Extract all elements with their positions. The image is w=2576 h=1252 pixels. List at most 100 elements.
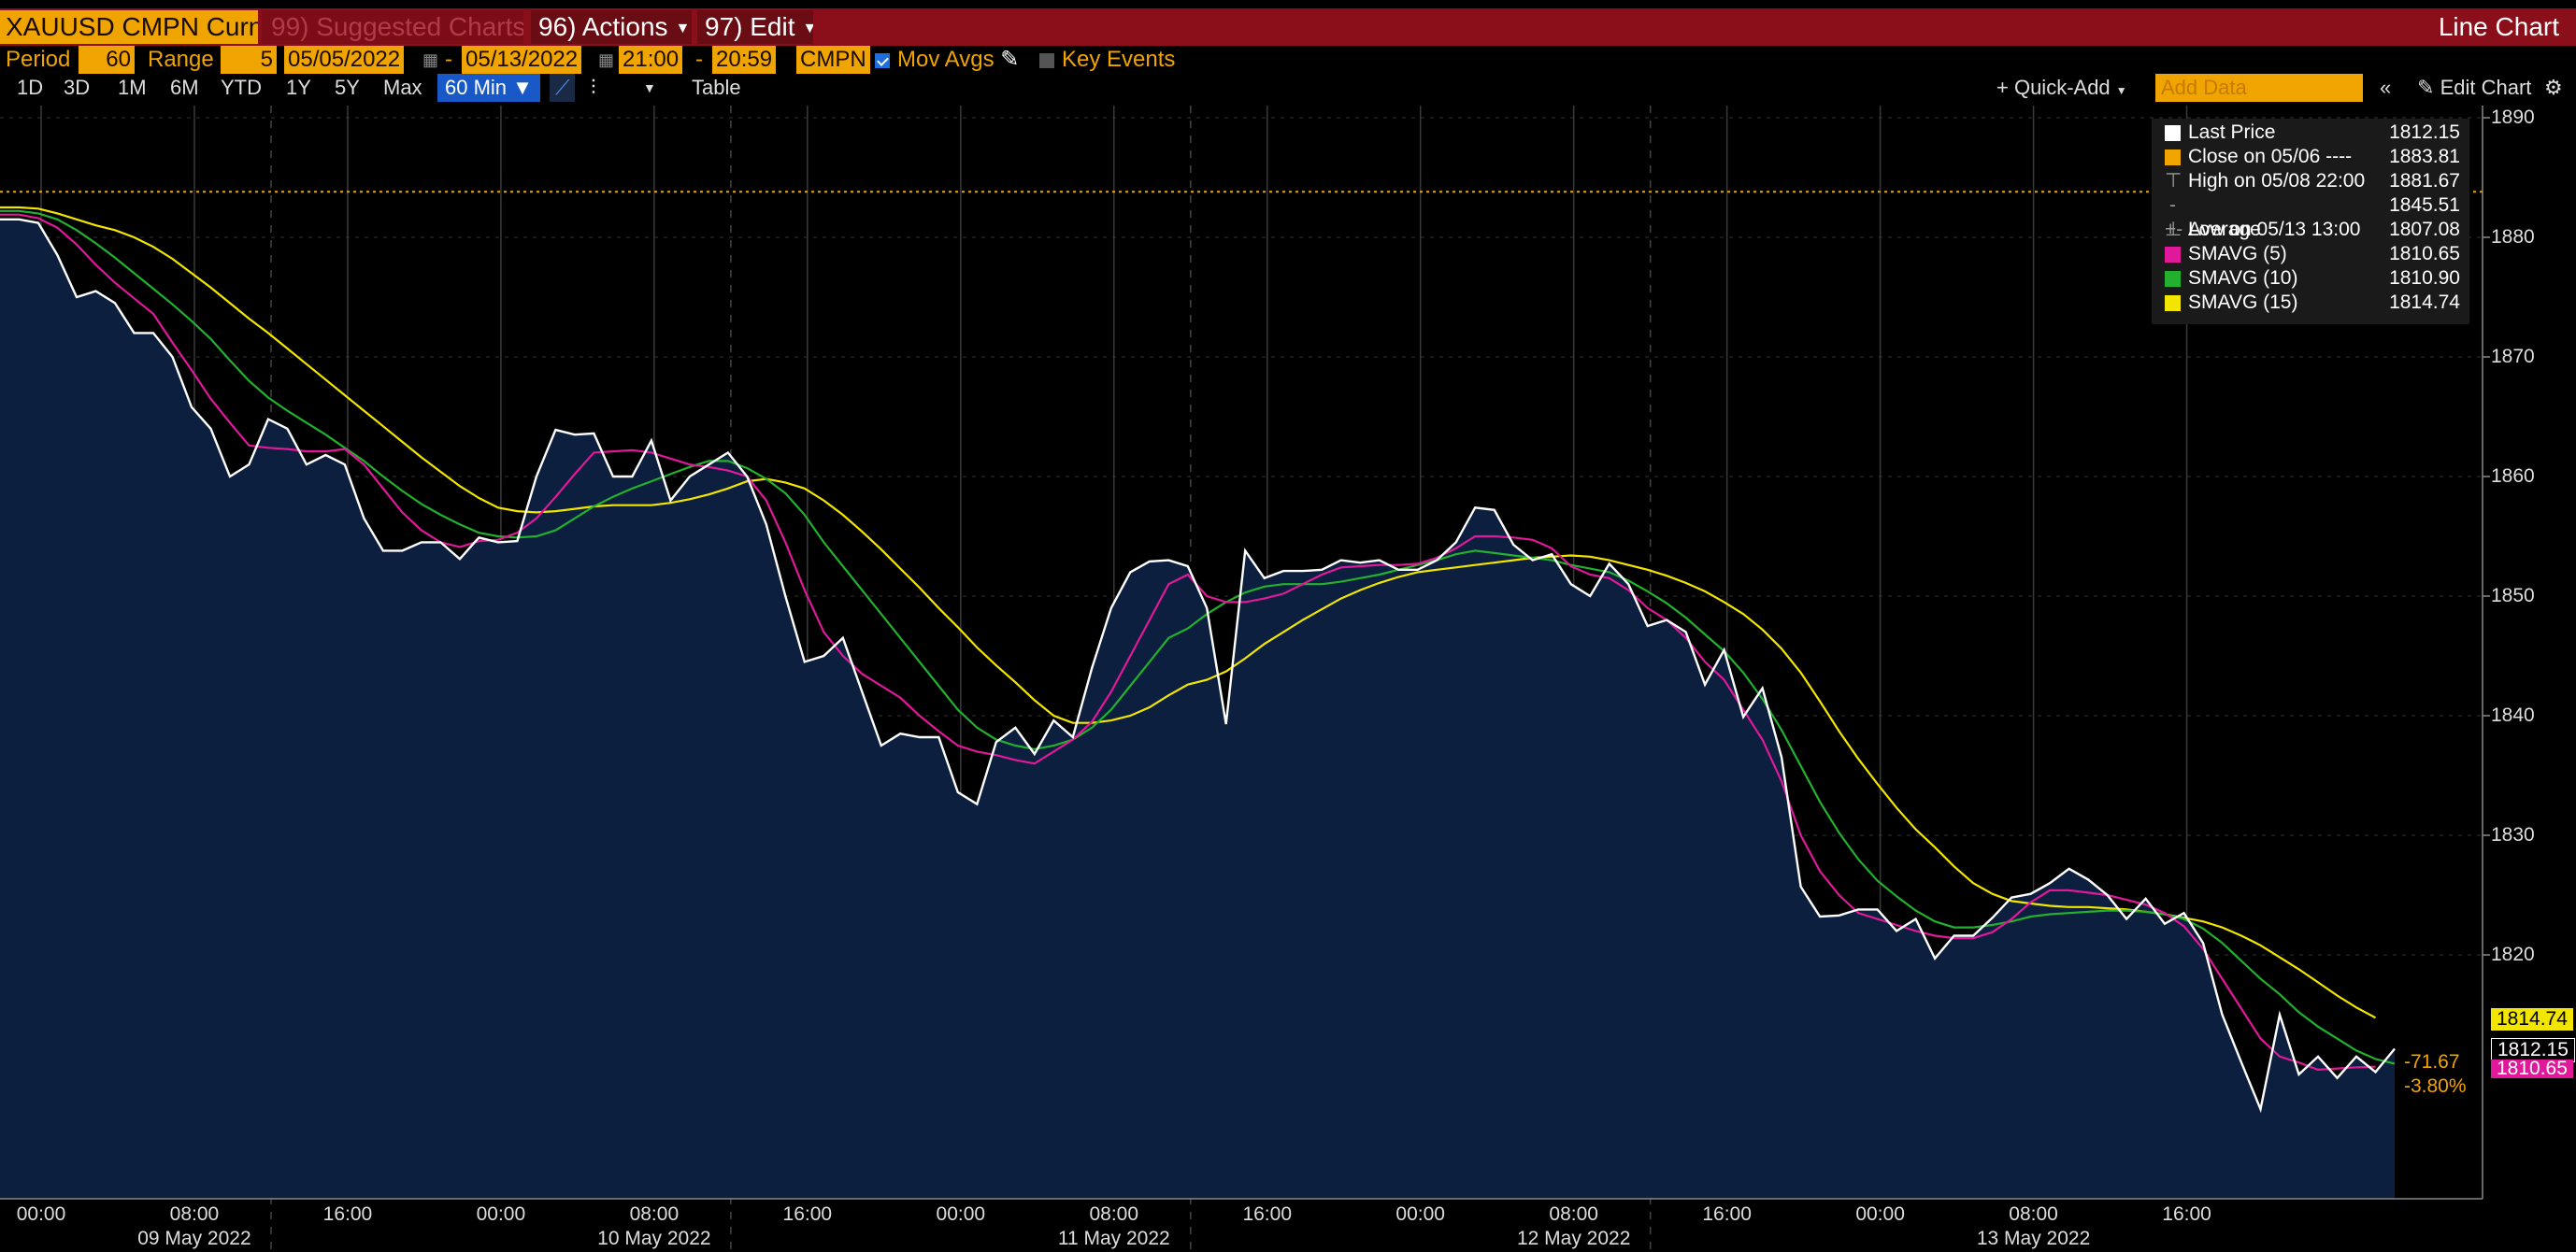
- edit-menu[interactable]: 97) Edit ▼: [697, 10, 813, 44]
- start-time-input[interactable]: 21:00: [619, 46, 683, 74]
- range-label: Range: [148, 47, 214, 72]
- x-tick-label: 00:00: [1855, 1203, 1905, 1225]
- key-events-toggle[interactable]: Key Events: [1039, 46, 1175, 74]
- x-day-label: 12 May 2022: [1516, 1228, 1631, 1249]
- y-tick-label: 1850: [2491, 585, 2535, 606]
- candle-chart-icon[interactable]: ⫶: [591, 76, 596, 99]
- x-tick-label: 08:00: [2009, 1203, 2058, 1225]
- series-line-smavg-10: [0, 209, 2396, 1065]
- range-button-1d[interactable]: 1D: [17, 76, 44, 99]
- x-tick-label: 08:00: [1089, 1203, 1139, 1225]
- x-tick-label: 16:00: [1242, 1203, 1293, 1225]
- add-data-input[interactable]: Add Data: [2155, 74, 2363, 102]
- legend-row-smavg-10[interactable]: SMAVG (10) 1810.90: [2165, 266, 2460, 291]
- line-chart-icon[interactable]: ⟋: [550, 74, 576, 102]
- checkbox-checked-icon: [875, 52, 890, 68]
- legend-value: 1845.51: [2389, 194, 2460, 216]
- source-input[interactable]: CMPN: [796, 46, 870, 74]
- calendar-icon[interactable]: ▦: [422, 50, 439, 69]
- chevron-down-icon: ▼: [675, 20, 691, 36]
- chevron-down-icon[interactable]: ▼: [643, 80, 656, 95]
- legend-row-close[interactable]: Close on 05/06 ---- 1883.81: [2165, 145, 2460, 169]
- y-tick-label: 1860: [2491, 465, 2535, 487]
- end-time-input[interactable]: 20:59: [712, 46, 777, 74]
- x-tick-label: 16:00: [782, 1203, 833, 1225]
- legend-label: SMAVG (10): [2188, 267, 2298, 289]
- range-button-1y[interactable]: 1Y: [286, 76, 311, 99]
- legend-row-high[interactable]: ⊤ High on 05/08 22:00 1881.67: [2165, 169, 2460, 193]
- suggested-charts-button[interactable]: 99) Suggested Charts: [262, 10, 523, 44]
- legend-value: 1812.15: [2389, 121, 2460, 143]
- key-events-label: Key Events: [1062, 47, 1176, 72]
- range-button-max[interactable]: Max: [383, 76, 422, 99]
- series-line-smavg-5: [0, 213, 2376, 1072]
- x-tick-label: 16:00: [2162, 1203, 2211, 1225]
- edit-chart-button[interactable]: ✎ Edit Chart: [2417, 74, 2531, 102]
- legend-value: 1810.90: [2389, 267, 2460, 289]
- time-separator: -: [695, 47, 703, 72]
- range-bar: 1D 3D 1M 6M YTD 1Y 5Y Max 60 Min ▼ ⟋ ⫶ ▼…: [0, 74, 2576, 104]
- ticker-field[interactable]: XAUUSD CMPN Curnc: [0, 10, 258, 44]
- x-day-label: 13 May 2022: [1976, 1228, 2091, 1249]
- calendar-icon[interactable]: ▦: [598, 50, 615, 69]
- legend-label: Low on 05/13 13:00: [2188, 219, 2361, 240]
- interval-label: 60 Min: [445, 76, 508, 99]
- pencil-icon[interactable]: ✎: [1000, 47, 1020, 72]
- series-line-smavg-15: [0, 206, 2377, 1019]
- edit-chart-label: Edit Chart: [2440, 76, 2532, 99]
- legend-label: High on 05/08 22:00: [2188, 170, 2366, 192]
- y-tick-label: 1890: [2491, 107, 2535, 128]
- range-button-ytd[interactable]: YTD: [221, 76, 262, 99]
- start-date-input[interactable]: 05/05/2022: [284, 46, 405, 74]
- collapse-icon[interactable]: «: [2380, 76, 2392, 99]
- change-value: -71.67: [2404, 1051, 2460, 1073]
- end-date-input[interactable]: 05/13/2022: [462, 46, 582, 74]
- actions-menu[interactable]: 96) Actions ▼: [531, 10, 692, 44]
- legend-value: 1881.67: [2389, 170, 2460, 192]
- y-tick-label: 1840: [2491, 704, 2535, 726]
- period-label: Period: [6, 47, 71, 72]
- range-button-5y[interactable]: 5Y: [335, 76, 360, 99]
- triangle-down-icon: ▼: [512, 76, 533, 99]
- y-tick-label: 1820: [2491, 944, 2535, 965]
- chart-toolbar: XAUUSD CMPN Curnc 99) Suggested Charts 9…: [0, 8, 2576, 46]
- add-data-placeholder: Add Data: [2161, 76, 2247, 99]
- range-input[interactable]: 5: [221, 46, 277, 74]
- legend-row-low[interactable]: ⊥ Low on 05/13 13:00 1807.08: [2165, 218, 2460, 242]
- range-button-6m[interactable]: 6M: [170, 76, 199, 99]
- quick-add-button[interactable]: + Quick-Add ▼: [1996, 74, 2127, 102]
- period-input[interactable]: 60: [79, 46, 135, 74]
- actions-label: 96) Actions: [538, 12, 668, 41]
- legend-row-smavg-5[interactable]: SMAVG (5) 1810.65: [2165, 242, 2460, 266]
- legend-swatch: [2165, 149, 2181, 165]
- chevron-down-icon: ▼: [802, 20, 814, 36]
- x-tick-label: 16:00: [322, 1203, 373, 1225]
- y-tick-label: 1830: [2491, 824, 2535, 846]
- quick-add-label: + Quick-Add: [1996, 76, 2111, 99]
- table-button[interactable]: Table: [692, 76, 741, 99]
- legend-value: 1810.65: [2389, 243, 2460, 264]
- legend-row-last-price[interactable]: Last Price 1812.15: [2165, 121, 2460, 145]
- legend-swatch: [2165, 294, 2181, 311]
- checkbox-unchecked-icon: [1039, 52, 1054, 68]
- legend-value: 1807.08: [2389, 219, 2460, 240]
- gear-icon[interactable]: ⚙: [2544, 76, 2563, 99]
- legend-swatch: [2165, 270, 2181, 287]
- mov-avgs-toggle[interactable]: Mov Avgs ✎: [875, 46, 1019, 74]
- change-percent: -3.80%: [2404, 1075, 2467, 1097]
- interval-dropdown[interactable]: 60 Min ▼: [437, 74, 540, 102]
- legend-value: 1883.81: [2389, 146, 2460, 167]
- chevron-down-icon: ▼: [2115, 84, 2127, 97]
- settings-bar: Period 60 Range 5 05/05/2022 ▦ - 05/13/2…: [0, 46, 2576, 74]
- chart-legend: Last Price 1812.15 Close on 05/06 ---- 188…: [2152, 119, 2469, 324]
- y-tick-label: 1870: [2491, 346, 2535, 367]
- x-tick-label: 08:00: [1549, 1203, 1598, 1225]
- range-button-3d[interactable]: 3D: [64, 76, 91, 99]
- pencil-icon: ✎: [2417, 76, 2435, 99]
- series-line-last-price: [0, 218, 2396, 1114]
- x-day-label: 11 May 2022: [1057, 1228, 1170, 1249]
- legend-row-average[interactable]: -+- Average 1845.51: [2165, 193, 2460, 240]
- legend-row-smavg-15[interactable]: SMAVG (15) 1814.74: [2165, 291, 2460, 315]
- range-button-1m[interactable]: 1M: [118, 76, 147, 99]
- x-tick-label: 00:00: [476, 1203, 526, 1225]
